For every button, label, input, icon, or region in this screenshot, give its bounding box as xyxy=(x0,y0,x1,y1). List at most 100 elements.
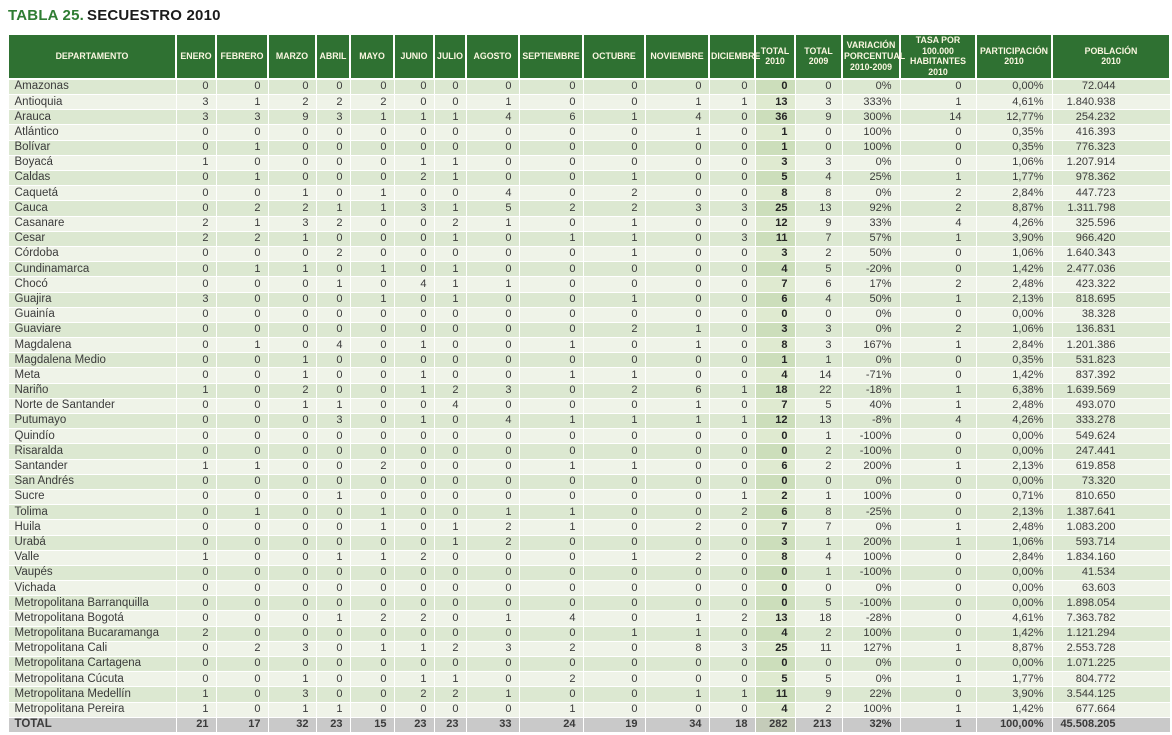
cell-participacion: 0,00% xyxy=(975,473,1053,490)
cell-poblacion: 677.664 xyxy=(1051,701,1171,718)
row-label: TOTAL xyxy=(7,716,177,733)
cell-septiembre: 0 xyxy=(518,261,584,278)
cell-enero: 0 xyxy=(175,261,217,278)
cell-poblacion: 818.695 xyxy=(1051,291,1171,308)
cell-enero: 0 xyxy=(175,185,217,202)
cell-total-2009: 0 xyxy=(794,139,843,156)
cell-diciembre: 0 xyxy=(708,321,756,339)
cell-enero: 0 xyxy=(175,200,217,217)
cell-abril: 0 xyxy=(315,443,351,460)
cell-total-2010: 3 xyxy=(754,245,796,263)
cell-julio: 0 xyxy=(433,443,467,460)
cell-poblacion: 837.392 xyxy=(1051,367,1171,384)
cell-julio: 1 xyxy=(433,519,467,536)
cell-variacion-porcentual: 127% xyxy=(841,640,901,658)
cell-tasa-100000-habitantes: 2 xyxy=(899,185,977,202)
cell-mayo: 15 xyxy=(349,716,395,733)
cell-abril: 3 xyxy=(315,412,351,430)
cell-total-2009: 0 xyxy=(794,580,843,597)
cell-julio: 0 xyxy=(433,488,467,506)
row-label: Metropolitana Cúcuta xyxy=(7,671,177,688)
cell-octubre: 0 xyxy=(582,655,646,673)
row-label: San Andrés xyxy=(7,473,177,490)
total-row: TOTAL 21 17 32 23 15 23 23 33 24 19 34 18 282 213 32% 1 1… xyxy=(7,716,1171,733)
cell-agosto: 0 xyxy=(465,154,520,172)
cell-poblacion: 593.714 xyxy=(1051,534,1171,551)
cell-julio: 0 xyxy=(433,306,467,323)
cell-tasa-100000-habitantes: 0 xyxy=(899,595,977,612)
cell-noviembre: 0 xyxy=(644,169,710,187)
cell-enero: 2 xyxy=(175,215,217,232)
cell-septiembre: 1 xyxy=(518,412,584,430)
cell-junio: 0 xyxy=(393,124,435,141)
table-row: Antioquia 3 1 2 2 2 0 0 1 0 0 1 1 13 3 333% 1 4,61% 1.840.… xyxy=(7,94,1171,111)
row-label: Magdalena Medio xyxy=(7,352,177,369)
cell-marzo: 0 xyxy=(267,625,317,642)
row-label: Metropolitana Pereira xyxy=(7,701,177,718)
cell-enero: 0 xyxy=(175,671,217,688)
cell-octubre: 0 xyxy=(582,154,646,172)
cell-marzo: 3 xyxy=(267,640,317,658)
cell-agosto: 0 xyxy=(465,352,520,369)
cell-mayo: 0 xyxy=(349,671,395,688)
cell-poblacion: 7.363.782 xyxy=(1051,610,1171,627)
cell-junio: 1 xyxy=(393,382,435,399)
cell-abril: 1 xyxy=(315,701,351,718)
cell-participacion: 1,77% xyxy=(975,169,1053,187)
cell-octubre: 1 xyxy=(582,458,646,475)
cell-abril: 0 xyxy=(315,640,351,658)
cell-diciembre: 0 xyxy=(708,549,756,566)
row-label: Metropolitana Medellín xyxy=(7,686,177,703)
cell-variacion-porcentual: 57% xyxy=(841,230,901,247)
table-row: Guainía 0 0 0 0 0 0 0 0 0 0 0 0 0 0 0% 0 0,00% 38.328 xyxy=(7,306,1171,323)
cell-septiembre: 0 xyxy=(518,306,584,323)
cell-enero: 3 xyxy=(175,291,217,308)
cell-noviembre: 0 xyxy=(644,78,710,96)
cell-noviembre: 1 xyxy=(644,397,710,415)
cell-participacion: 0,35% xyxy=(975,139,1053,156)
cell-diciembre: 18 xyxy=(708,716,756,733)
cell-julio: 23 xyxy=(433,716,467,733)
cell-diciembre: 0 xyxy=(708,701,756,718)
cell-noviembre: 1 xyxy=(644,94,710,111)
cell-total-2009: 9 xyxy=(794,215,843,232)
cell-participacion: 2,84% xyxy=(975,549,1053,566)
cell-diciembre: 0 xyxy=(708,655,756,673)
cell-variacion-porcentual: -20% xyxy=(841,261,901,278)
cell-poblacion: 776.323 xyxy=(1051,139,1171,156)
cell-septiembre: 0 xyxy=(518,215,584,232)
cell-poblacion: 333.278 xyxy=(1051,412,1171,430)
cell-participacion: 0,71% xyxy=(975,488,1053,506)
cell-diciembre: 0 xyxy=(708,534,756,551)
cell-tasa-100000-habitantes: 4 xyxy=(899,412,977,430)
cell-octubre: 1 xyxy=(582,291,646,308)
cell-poblacion: 549.624 xyxy=(1051,428,1171,445)
table-number: TABLA 25. xyxy=(8,7,84,24)
cell-abril: 1 xyxy=(315,397,351,415)
cell-poblacion: 1.071.225 xyxy=(1051,655,1171,673)
cell-febrero: 0 xyxy=(215,625,269,642)
cell-junio: 2 xyxy=(393,686,435,703)
cell-julio: 0 xyxy=(433,412,467,430)
cell-junio: 2 xyxy=(393,610,435,627)
cell-enero: 0 xyxy=(175,655,217,673)
cell-enero: 0 xyxy=(175,412,217,430)
cell-total-2010: 5 xyxy=(754,671,796,688)
cell-diciembre: 0 xyxy=(708,337,756,354)
cell-septiembre: 0 xyxy=(518,655,584,673)
cell-junio: 0 xyxy=(393,185,435,202)
cell-febrero: 0 xyxy=(215,397,269,415)
cell-variacion-porcentual: 22% xyxy=(841,686,901,703)
table-row: Córdoba 0 0 0 2 0 0 0 0 0 1 0 0 3 2 50% 0 1,06% 1.640.343 xyxy=(7,245,1171,263)
cell-poblacion: 2.477.036 xyxy=(1051,261,1171,278)
cell-marzo: 0 xyxy=(267,488,317,506)
cell-abril: 23 xyxy=(315,716,351,733)
cell-julio: 0 xyxy=(433,367,467,384)
cell-tasa-100000-habitantes: 2 xyxy=(899,321,977,339)
cell-agosto: 0 xyxy=(465,78,520,96)
cell-julio: 0 xyxy=(433,245,467,263)
cell-septiembre: 0 xyxy=(518,169,584,187)
cell-noviembre: 0 xyxy=(644,564,710,582)
cell-noviembre: 8 xyxy=(644,640,710,658)
cell-noviembre: 0 xyxy=(644,276,710,293)
